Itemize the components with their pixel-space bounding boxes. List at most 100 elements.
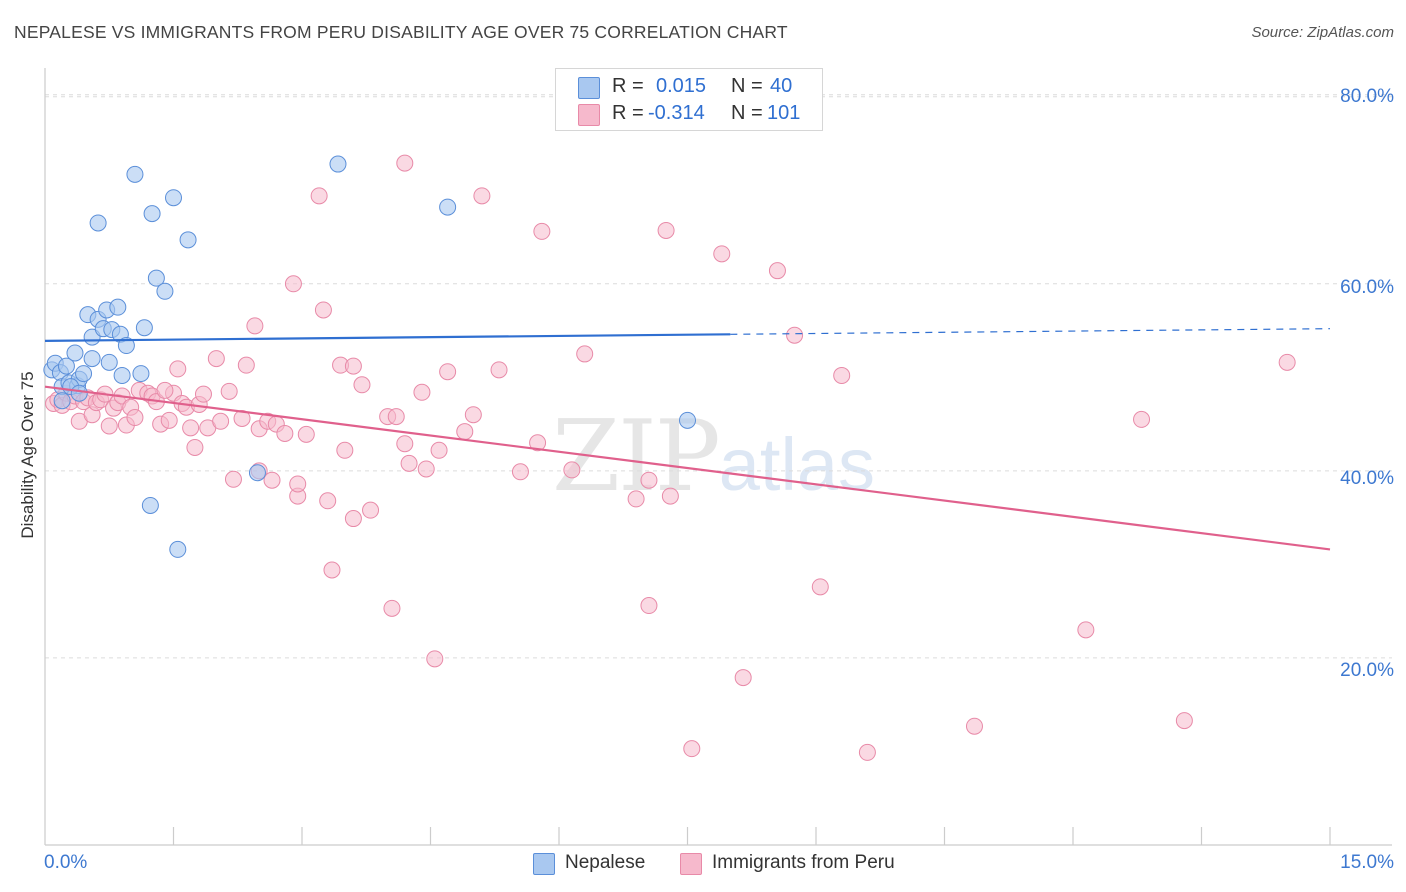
nepalese-point: [147, 269, 165, 287]
legend-n-label: N =: [731, 75, 763, 97]
peru-point: [413, 383, 431, 401]
series-swatch-peru: [680, 853, 702, 875]
peru-point: [400, 454, 418, 472]
peru-point: [833, 366, 851, 384]
peru-point: [713, 245, 731, 263]
peru-point: [387, 408, 405, 426]
watermark-atlas: atlas: [718, 423, 876, 506]
series-legend-peru: Immigrants from Peru: [680, 852, 920, 876]
peru-point: [297, 425, 315, 443]
data-points: [43, 154, 1296, 761]
peru-point: [220, 382, 238, 400]
peru-point: [156, 381, 174, 399]
nepalese-point: [135, 319, 153, 337]
series-swatch-nepalese: [533, 853, 555, 875]
trend-lines: [44, 328, 1331, 551]
peru-point: [182, 419, 200, 437]
peru-point: [576, 345, 594, 363]
nepalese-point: [165, 189, 182, 207]
legend-n-value: 40: [770, 75, 793, 97]
legend-swatch-peru: [578, 104, 600, 126]
peru-point: [640, 597, 658, 615]
peru-point: [207, 350, 225, 368]
peru-point: [310, 187, 328, 205]
nepalese-trend-line-extension: [730, 328, 1331, 335]
y-tick-label-40: 40.0%: [1340, 468, 1394, 489]
peru-point: [323, 561, 341, 579]
peru-point: [464, 406, 482, 424]
nepalese-point: [100, 353, 118, 371]
nepalese-point: [57, 357, 75, 375]
peru-point: [396, 435, 414, 453]
nepalese-point: [109, 298, 127, 316]
peru-point: [1278, 353, 1296, 371]
peru-point: [336, 441, 354, 459]
y-tick-label-20: 20.0%: [1340, 660, 1394, 681]
peru-point: [768, 262, 786, 280]
nepalese-point: [66, 344, 84, 362]
nepalese-point: [70, 384, 88, 402]
legend-r-label: R =: [612, 102, 644, 124]
nepalese-point: [89, 214, 107, 232]
nepalese-point: [679, 411, 696, 429]
peru-point: [1077, 621, 1095, 639]
legend-r-label: R =: [612, 75, 644, 97]
peru-point: [473, 187, 491, 205]
peru-point: [353, 376, 371, 394]
peru-point: [529, 434, 547, 452]
legend-swatch-nepalese: [578, 77, 600, 99]
series-label-peru: Immigrants from Peru: [712, 852, 895, 873]
legend-row-nepalese: R = 0.015 N = 40: [556, 74, 822, 100]
axes: [44, 68, 1392, 846]
peru-point: [344, 510, 362, 528]
y-tick-label-80: 80.0%: [1340, 86, 1394, 107]
peru-point: [811, 578, 829, 596]
peru-point: [344, 357, 362, 375]
peru-point: [314, 301, 332, 319]
grid-lines: [45, 94, 1392, 659]
legend-r-value: 0.015: [656, 75, 707, 97]
peru-point: [627, 490, 645, 508]
stats-legend: R = 0.015 N = 40 R = -0.314 N = 101: [555, 68, 823, 131]
series-legend-nepalese: Nepalese: [533, 852, 663, 876]
nepalese-point: [53, 392, 71, 410]
peru-point: [858, 743, 876, 761]
nepalese-point: [143, 205, 161, 223]
peru-point: [1133, 410, 1151, 428]
peru-point: [276, 424, 294, 442]
peru-point: [426, 650, 444, 668]
peru-trend-line: [44, 385, 1331, 551]
chart-title: NEPALESE VS IMMIGRANTS FROM PERU DISABIL…: [14, 22, 788, 42]
peru-point: [563, 461, 581, 479]
peru-point: [263, 471, 281, 489]
y-tick-label-60: 60.0%: [1340, 277, 1394, 298]
nepalese-point: [179, 231, 197, 249]
legend-n-label: N =: [731, 102, 763, 124]
source-credit: Source: ZipAtlas.com: [1251, 24, 1394, 41]
legend-row-peru: R = -0.314 N = 101: [556, 101, 822, 127]
peru-point: [319, 492, 337, 510]
nepalese-point: [117, 337, 135, 355]
nepalese-point: [329, 155, 347, 173]
peru-point: [194, 385, 212, 403]
nepalese-point: [132, 365, 150, 383]
nepalese-trend-line: [44, 333, 731, 342]
peru-point: [439, 363, 457, 381]
peru-point: [661, 487, 679, 505]
peru-point: [246, 317, 264, 335]
nepalese-point: [141, 496, 159, 514]
nepalese-point: [156, 282, 174, 300]
peru-point: [533, 222, 551, 240]
peru-point: [362, 501, 380, 519]
peru-point: [734, 669, 752, 687]
nepalese-point: [75, 365, 93, 383]
peru-point: [160, 411, 178, 429]
legend-r-value: -0.314: [648, 102, 705, 124]
nepalese-point: [248, 464, 266, 482]
peru-point: [430, 441, 448, 459]
nepalese-point: [126, 165, 144, 183]
nepalese-point: [113, 366, 131, 384]
peru-point: [289, 475, 307, 493]
peru-point: [186, 438, 204, 456]
